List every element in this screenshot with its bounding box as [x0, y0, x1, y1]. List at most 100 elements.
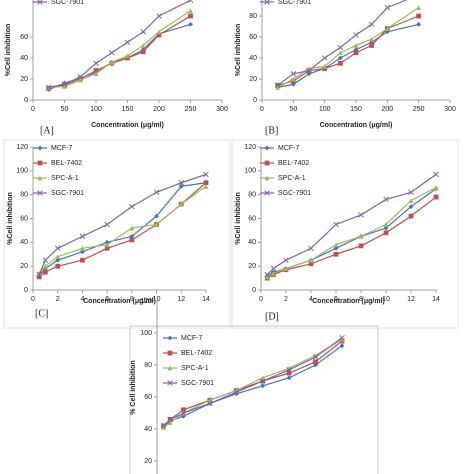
marker: [383, 230, 389, 236]
marker: [383, 225, 389, 231]
marker: [153, 189, 160, 196]
series-line: [38, 182, 207, 278]
marker: [337, 60, 343, 66]
marker: [54, 245, 61, 252]
marker: [62, 83, 67, 89]
marker: [337, 44, 344, 51]
marker: [36, 274, 42, 280]
legend-label: MCF-7: [278, 145, 299, 152]
marker: [333, 251, 339, 257]
legend-label: SGC-7901: [278, 0, 311, 6]
x-tick-label: 150: [122, 106, 134, 113]
y-axis-title: %Cell inhibition: [5, 24, 12, 77]
marker: [286, 375, 292, 381]
marker: [290, 70, 297, 77]
marker: [339, 335, 345, 341]
marker: [321, 55, 328, 61]
marker: [260, 375, 266, 381]
marker: [264, 190, 270, 196]
marker: [353, 43, 359, 48]
legend-label: SPC-A-1: [51, 175, 79, 182]
y-tick-label: 60: [248, 215, 256, 222]
marker: [140, 49, 146, 55]
marker: [79, 233, 86, 240]
marker: [264, 160, 270, 166]
marker: [160, 423, 167, 429]
x-axis-title: Concentration (μg/ml): [91, 122, 164, 129]
marker: [188, 22, 193, 27]
marker: [368, 21, 375, 28]
x-tick-label: 0: [260, 106, 264, 113]
marker: [260, 383, 266, 389]
x-tick-label: 0: [31, 106, 35, 113]
x-tick-label: 200: [153, 106, 165, 113]
marker: [274, 82, 281, 89]
marker: [80, 257, 85, 263]
marker: [383, 196, 389, 203]
marker: [37, 0, 43, 5]
marker: [109, 59, 115, 65]
marker: [93, 71, 99, 77]
x-tick-label: 200: [381, 106, 393, 113]
marker: [408, 189, 414, 196]
x-tick-label: 6: [105, 296, 109, 303]
marker: [416, 13, 422, 19]
marker: [233, 389, 240, 395]
marker: [129, 225, 135, 231]
marker: [156, 32, 162, 38]
x-axis-title: Concentration (μg/ml): [320, 122, 393, 129]
marker: [203, 183, 209, 189]
marker: [306, 71, 312, 77]
y-tick-label: 20: [248, 263, 256, 270]
y-tick-label: 0: [253, 97, 257, 104]
marker: [433, 194, 439, 200]
y-tick-label: 80: [249, 13, 257, 20]
y-tick-label: 40: [20, 55, 28, 62]
marker: [275, 85, 281, 90]
marker: [339, 337, 345, 342]
x-tick-label: 300: [444, 106, 456, 113]
marker: [264, 175, 270, 181]
marker: [61, 81, 68, 88]
panel-label: [B]: [265, 125, 278, 136]
x-axis-title: Concentration (μg/ml): [83, 298, 156, 305]
marker: [187, 0, 194, 4]
marker: [408, 204, 414, 209]
marker: [384, 4, 391, 11]
marker: [416, 22, 422, 27]
legend-label: BEL-7402: [51, 160, 82, 167]
marker: [369, 36, 375, 42]
y-tick-label: 40: [144, 426, 152, 433]
marker: [286, 370, 292, 376]
marker: [93, 68, 99, 73]
legend-label: SPC-A-1: [181, 365, 209, 372]
marker: [358, 243, 364, 249]
marker: [433, 171, 439, 178]
marker: [156, 13, 162, 19]
marker: [80, 245, 85, 251]
marker: [104, 245, 110, 251]
marker: [383, 222, 389, 227]
y-tick-label: 120: [16, 144, 28, 151]
marker: [178, 179, 185, 186]
marker: [188, 13, 193, 19]
x-tick-label: 2: [56, 296, 60, 303]
marker: [167, 416, 173, 423]
legend-label: MCF-7: [51, 145, 72, 152]
marker: [104, 242, 110, 248]
marker: [188, 8, 193, 14]
x-tick-label: 12: [407, 296, 415, 303]
legend-label: BEL-7402: [278, 160, 309, 167]
marker: [42, 269, 48, 275]
marker: [167, 365, 173, 371]
marker: [167, 420, 173, 425]
marker: [322, 64, 328, 69]
marker: [306, 67, 312, 74]
marker: [203, 171, 209, 178]
x-tick-label: 8: [359, 296, 363, 303]
x-tick-label: 6: [334, 296, 338, 303]
panel-label: [A]: [40, 125, 54, 136]
marker: [80, 249, 85, 255]
legend-label: MCF-7: [181, 335, 202, 342]
marker: [37, 190, 43, 196]
